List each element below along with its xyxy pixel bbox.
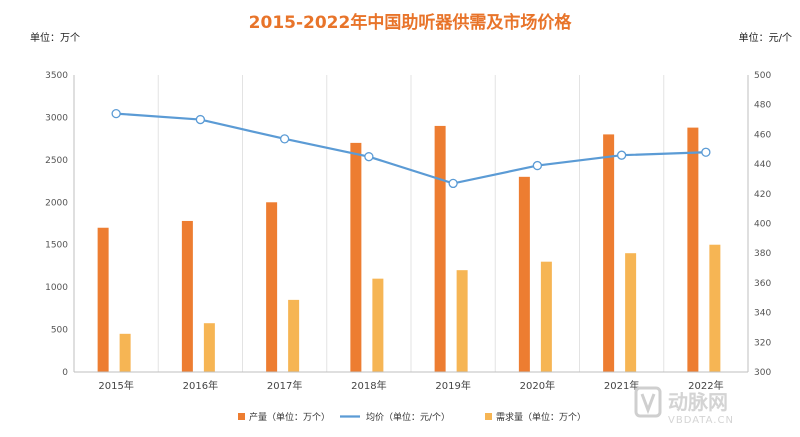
left-tick-label: 2500: [45, 156, 68, 166]
price-point: [532, 160, 543, 171]
demand-bar: [288, 299, 300, 372]
left-tick-label: 500: [51, 326, 68, 336]
chart-title: 2015-2022年中国助听器供需及市场价格: [249, 12, 573, 33]
right-tick-label: 320: [754, 338, 771, 348]
legend-label: 均价（单位：元/个）: [366, 411, 450, 423]
left-tick-label: 3500: [45, 71, 68, 81]
production-bar: [687, 127, 699, 373]
price-point: [701, 147, 711, 157]
demand-bar: [372, 278, 384, 372]
watermark-logo: [634, 386, 662, 418]
legend-label: 需求量（单位：万个）: [496, 411, 586, 423]
right-tick-label: 380: [754, 249, 771, 259]
production-bar: [603, 134, 615, 372]
demand-bar: [709, 244, 721, 372]
demand-bar: [540, 261, 552, 372]
legend-swatch: [238, 413, 245, 420]
right-tick-label: 480: [754, 101, 771, 111]
price-point: [448, 178, 458, 189]
x-tick-label: 2017年: [267, 379, 302, 392]
left-tick-label: 1000: [45, 283, 68, 293]
right-tick-label: 360: [754, 279, 771, 289]
left-axis-unit: 单位：万个: [30, 31, 80, 44]
production-bar: [266, 202, 278, 372]
price-point: [364, 152, 374, 162]
right-tick-label: 400: [754, 220, 771, 230]
watermark-subtext: VBDATA.CN: [668, 415, 734, 426]
grid: [157, 75, 665, 372]
demand-bar: [203, 323, 215, 372]
x-tick-label: 2018年: [351, 379, 386, 392]
price-line-path: [116, 112, 706, 185]
left-tick-label: 2000: [45, 198, 68, 208]
demand-bar: [456, 270, 468, 372]
production-bar: [518, 176, 530, 372]
price-point: [111, 108, 121, 119]
right-tick-label: 340: [754, 309, 771, 319]
watermark-text: 动脉网: [668, 390, 728, 414]
right-tick-label: 300: [754, 368, 771, 378]
x-tick-label: 2021年: [604, 379, 639, 392]
x-tick-label: 2020年: [520, 379, 555, 392]
x-tick-label: 2015年: [98, 379, 133, 392]
x-tick-label: 2022年: [688, 379, 723, 392]
price-point: [616, 150, 627, 160]
right-tick-label: 420: [754, 190, 771, 200]
right-tick-label: 500: [754, 71, 771, 81]
axes: 0 500 1000 1500 2000 2500 3000 3500 300 320 340 360…: [45, 71, 771, 392]
production-bar: [97, 227, 109, 372]
production-bar: [434, 125, 446, 373]
legend: 产量（单位：万个） 均价（单位：元/个） 需求量（单位：万个）: [238, 411, 586, 423]
left-tick-label: 0: [62, 368, 68, 378]
left-tick-label: 1500: [45, 241, 68, 251]
demand-bar: [119, 333, 131, 372]
price-point: [195, 114, 206, 125]
demand-bar: [625, 253, 637, 372]
right-axis-unit: 单位：元/个: [739, 31, 792, 44]
price-point: [279, 134, 290, 144]
x-tick-label: 2016年: [183, 379, 218, 392]
right-tick-label: 440: [754, 160, 771, 170]
right-tick-label: 460: [754, 130, 771, 140]
bars: [97, 125, 721, 373]
production-bar: [181, 220, 193, 372]
production-bar: [350, 142, 362, 372]
x-tick-label: 2019年: [435, 379, 470, 392]
legend-swatch: [485, 413, 492, 420]
legend-label: 产量（单位：万个）: [249, 411, 330, 423]
left-tick-label: 3000: [45, 113, 68, 123]
price-line: [111, 108, 711, 189]
watermark: 动脉网 VBDATA.CN: [634, 386, 734, 426]
